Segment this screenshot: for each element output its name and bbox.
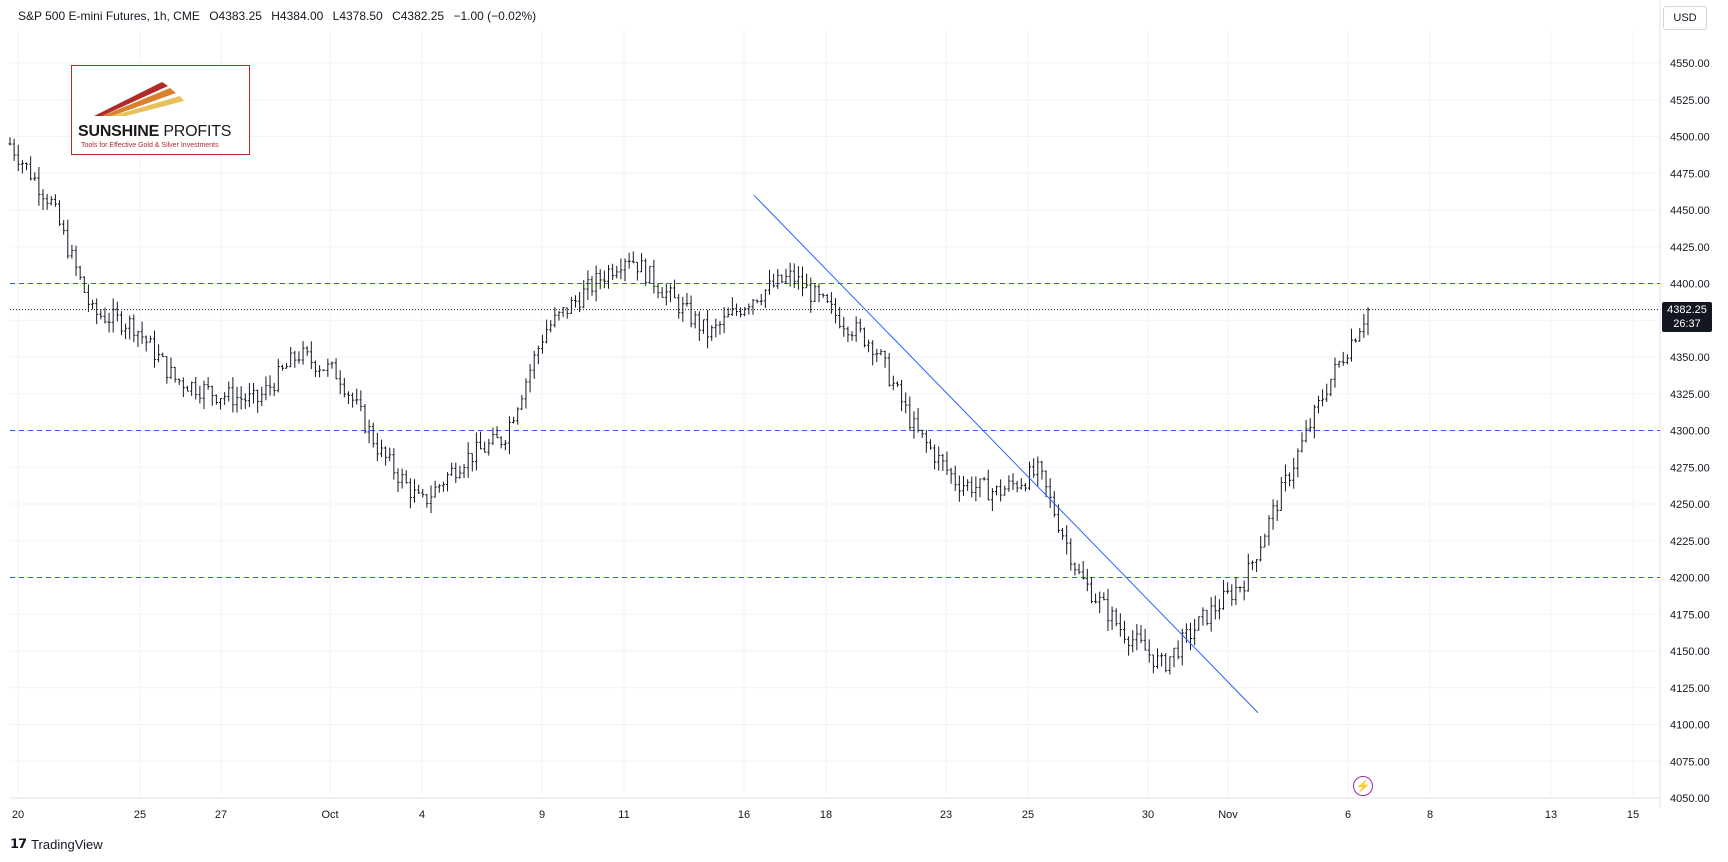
price-tick-label: 4475.00: [1670, 168, 1710, 180]
time-tick-label: 6: [1345, 809, 1351, 821]
tradingview-label: TradingView: [31, 836, 103, 852]
time-tick-label: 13: [1545, 809, 1557, 821]
logo-swoosh-icon: [94, 82, 184, 116]
price-tick-label: 4100.00: [1670, 720, 1710, 732]
time-tick-label: 18: [820, 809, 832, 821]
time-axis: 20 25 27 Oct 4 9 11 16 18 23 25 30 Nov 6 8 13 15: [12, 809, 1639, 821]
price-tick-label: 4325.00: [1670, 389, 1710, 401]
close-value: C4382.25: [392, 9, 445, 23]
symbol-header[interactable]: S&P 500 E-mini Futures, 1h, CME O4383.25…: [18, 9, 542, 23]
price-tick-label: 4250.00: [1670, 499, 1710, 511]
price-tick-label: 4125.00: [1670, 683, 1710, 695]
time-tick-label: 16: [738, 809, 750, 821]
time-tick-label: 11: [618, 809, 629, 821]
sunshine-profits-logo: SUNSHINE PROFITS Tools for Effective Gol…: [71, 65, 250, 155]
price-tick-label: 4225.00: [1670, 536, 1710, 548]
time-tick-label: Nov: [1218, 809, 1238, 821]
price-tick-label: 4300.00: [1670, 426, 1710, 438]
symbol-title[interactable]: S&P 500 E-mini Futures, 1h, CME: [18, 9, 200, 23]
price-tick-label: 4075.00: [1670, 756, 1710, 768]
time-tick-label: 8: [1427, 809, 1433, 821]
tradingview-brand[interactable]: 𝟭𝟳 TradingView: [10, 836, 103, 852]
price-tick-label: 4200.00: [1670, 573, 1710, 585]
price-tick-label: 4150.00: [1670, 646, 1710, 658]
bar-countdown: 26:37: [1673, 318, 1701, 330]
open-value: O4383.25: [209, 9, 262, 23]
time-tick-label: 25: [134, 809, 146, 821]
price-tick-label: 4450.00: [1670, 205, 1710, 217]
change-value: −1.00 (−0.02%): [453, 9, 537, 23]
candle-series: [8, 137, 1370, 675]
time-tick-label: 15: [1627, 809, 1639, 821]
time-tick-label: 30: [1142, 809, 1154, 821]
price-tick-label: 4050.00: [1670, 793, 1710, 805]
price-tick-label: 4400.00: [1670, 279, 1710, 291]
price-axis: 4050.00 4075.00 4100.00 4125.00 4150.00 4175.…: [1670, 58, 1710, 805]
logo-tagline: Tools for Effective Gold & Silver Invest…: [81, 142, 219, 149]
last-price-label: 4382.25: [1667, 304, 1707, 316]
logo-brand: SUNSHINE PROFITS: [78, 123, 232, 140]
horizontal-levels: [10, 283, 1660, 578]
tradingview-logo-icon: 𝟭𝟳: [10, 836, 27, 851]
time-tick-label: 20: [12, 809, 24, 821]
price-tick-label: 4275.00: [1670, 462, 1710, 474]
price-tick-label: 4425.00: [1670, 242, 1710, 254]
price-tick-label: 4350.00: [1670, 352, 1710, 364]
price-tick-label: 4525.00: [1670, 95, 1710, 107]
low-value: L4378.50: [332, 9, 383, 23]
chart-grid: [10, 0, 1661, 808]
time-tick-label: Oct: [321, 809, 338, 821]
time-tick-label: 9: [539, 809, 545, 821]
high-value: H4384.00: [271, 9, 324, 23]
time-tick-label: 25: [1022, 809, 1034, 821]
last-price-tag: 4382.25 26:37: [1662, 302, 1712, 332]
time-tick-label: 23: [940, 809, 952, 821]
trendline: [753, 194, 1259, 714]
lightning-icon[interactable]: ⚡: [1353, 776, 1373, 796]
price-tick-label: 4175.00: [1670, 609, 1710, 621]
downtrend-line: [753, 194, 1259, 714]
time-tick-label: 27: [215, 809, 227, 821]
time-tick-label: 4: [419, 809, 425, 821]
price-tick-label: 4550.00: [1670, 58, 1710, 70]
currency-button[interactable]: USD: [1663, 6, 1707, 30]
price-tick-label: 4500.00: [1670, 132, 1710, 144]
